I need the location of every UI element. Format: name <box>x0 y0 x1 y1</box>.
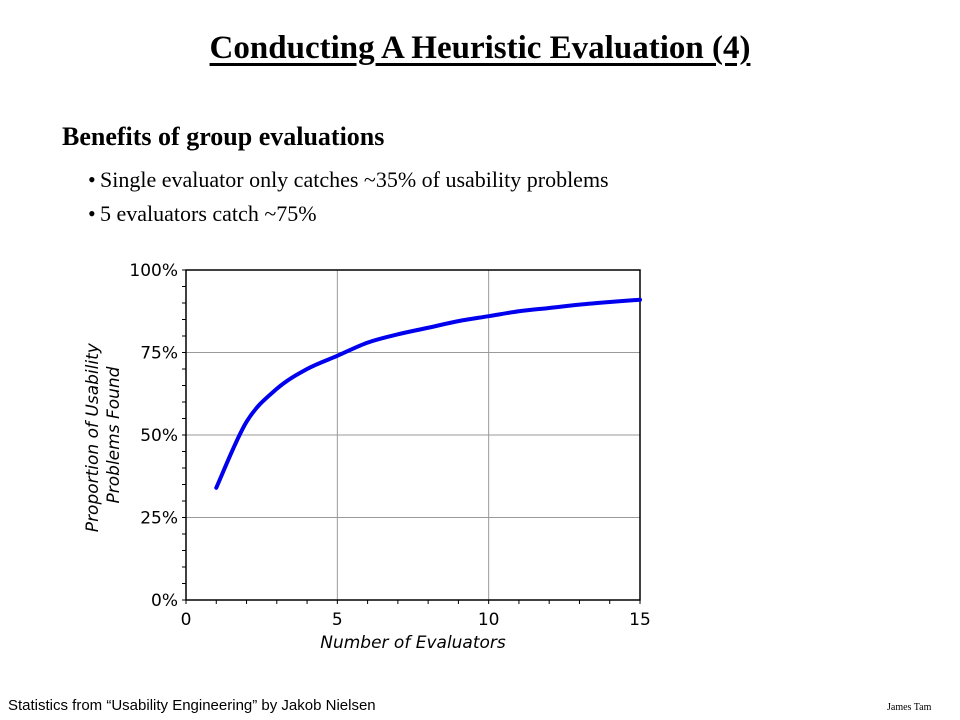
chart-grid <box>186 270 640 600</box>
y-tick-label: 75% <box>140 344 178 364</box>
minor-ticks <box>182 269 641 604</box>
y-tick-labels: 0% 25% 50% 75% 100% <box>129 261 178 611</box>
bullet-item: • Single evaluator only catches ~35% of u… <box>88 163 609 197</box>
x-tick-labels: 0 5 10 15 <box>181 610 651 630</box>
author-name: James Tam <box>887 702 932 713</box>
bullet-marker: • <box>88 167 96 192</box>
series-layer <box>214 297 642 490</box>
bullet-text: 5 evaluators catch ~75% <box>100 201 317 226</box>
slide-title: Conducting A Heuristic Evaluation (4) <box>209 30 751 66</box>
bullet-item: • 5 evaluators catch ~75% <box>88 197 609 231</box>
x-axis-label: Number of Evaluators <box>320 633 506 653</box>
x-tick-label: 10 <box>478 610 500 630</box>
bullet-list: • Single evaluator only catches ~35% of u… <box>88 163 609 231</box>
series-line <box>214 297 642 490</box>
x-tick-label: 5 <box>332 610 343 630</box>
evaluators-chart: 0% 25% 50% 75% 100% 0 5 10 15 Number of Evaluat… <box>83 261 651 653</box>
x-tick-label: 15 <box>629 610 651 630</box>
bullet-marker: • <box>88 201 96 226</box>
y-axis-label-line: Problems Found <box>104 366 124 503</box>
bullet-text: Single evaluator only catches ~35% of us… <box>100 167 609 192</box>
y-axis-label-line: Proportion of Usability <box>83 342 103 532</box>
section-heading: Benefits of group evaluations <box>62 122 385 151</box>
y-tick-label: 25% <box>140 509 178 529</box>
x-tick-label: 0 <box>181 610 192 630</box>
y-tick-label: 0% <box>151 591 178 611</box>
y-axis-label: Proportion of Usability Problems Found <box>83 338 124 532</box>
source-note: Statistics from “Usability Engineering” … <box>8 697 376 714</box>
y-tick-label: 50% <box>140 426 178 446</box>
y-tick-label: 100% <box>129 261 178 281</box>
